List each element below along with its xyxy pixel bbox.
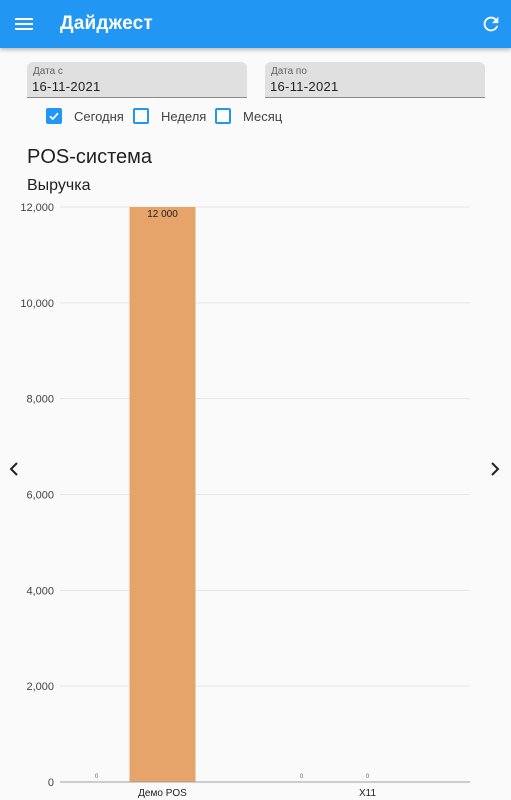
checkbox-month-label: Месяц xyxy=(243,109,283,124)
checkbox-checked-icon xyxy=(46,108,62,124)
x-tick-label: X11 xyxy=(359,788,376,799)
chevron-right-icon[interactable] xyxy=(488,459,502,479)
y-tick-label: 10,000 xyxy=(20,298,54,310)
checkbox-today[interactable]: Сегодня xyxy=(46,108,126,126)
refresh-icon[interactable] xyxy=(480,13,502,35)
system-title: POS-система xyxy=(27,146,152,168)
bar-value-label: 0 xyxy=(300,774,304,780)
checkbox-week-label: Неделя xyxy=(161,109,207,124)
page-title: Дайджест xyxy=(60,13,153,34)
bar-value-label: 12 000 xyxy=(147,209,178,220)
checkbox-unchecked-icon xyxy=(133,108,149,124)
metric-title: Выручка xyxy=(27,177,91,194)
y-tick-label: 6,000 xyxy=(26,490,54,502)
y-tick-label: 8,000 xyxy=(26,394,54,406)
checkbox-unchecked-icon xyxy=(215,108,231,124)
x-tick-label: Демо POS xyxy=(138,788,187,799)
checkbox-today-label: Сегодня xyxy=(74,109,124,124)
date-to-label: Дата по xyxy=(271,66,307,77)
bar-value-label: 0 xyxy=(366,774,370,780)
y-tick-label: 4,000 xyxy=(26,585,54,597)
y-tick-label: 2,000 xyxy=(26,681,54,693)
menu-icon[interactable] xyxy=(12,12,36,36)
checkbox-week[interactable]: Неделя xyxy=(133,108,207,126)
date-to-value: 16-11-2021 xyxy=(270,79,339,94)
date-to-field[interactable]: Дата по 16-11-2021 xyxy=(265,62,485,98)
app-bar: Дайджест xyxy=(0,0,511,48)
bar-value-label: 0 xyxy=(95,774,99,780)
date-from-label: Дата с xyxy=(33,66,63,77)
date-from-value: 16-11-2021 xyxy=(32,79,101,94)
bar xyxy=(129,207,196,782)
y-tick-label: 12,000 xyxy=(20,202,54,214)
date-from-field[interactable]: Дата с 16-11-2021 xyxy=(27,62,247,98)
revenue-chart: 0 2,000 4,000 6,000 8,000 10,000 12,000 0 12 000… xyxy=(20,202,470,799)
y-tick-label: 0 xyxy=(48,777,54,789)
checkbox-month[interactable]: Месяц xyxy=(215,108,285,126)
chevron-left-icon[interactable] xyxy=(7,459,21,479)
